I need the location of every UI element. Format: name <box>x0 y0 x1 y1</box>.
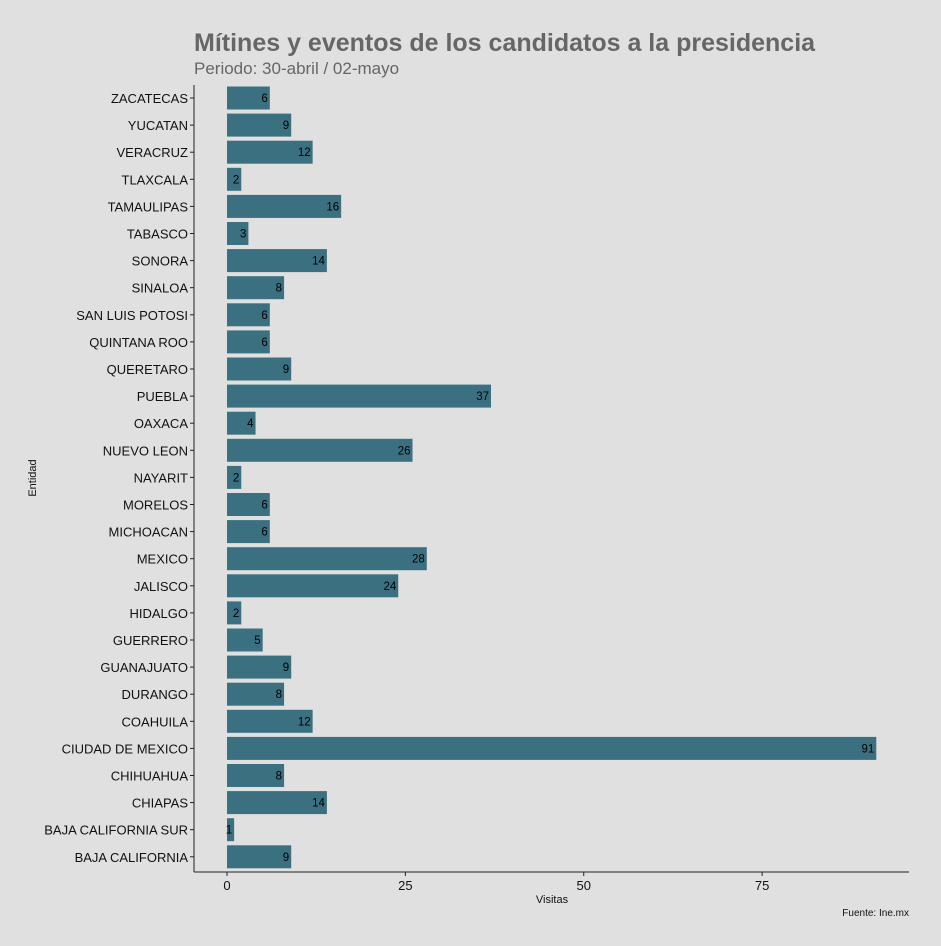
bar-nuevo-leon <box>227 439 413 462</box>
bar-value-label: 5 <box>254 635 260 647</box>
category-label: ZACATECAS <box>111 91 188 106</box>
bar-ciudad-de-mexico <box>227 737 876 760</box>
bar-value-label: 2 <box>233 174 239 186</box>
bar-value-label: 9 <box>283 852 289 864</box>
x-axis-title: Visitas <box>536 894 569 906</box>
bar-baja-california <box>227 845 291 868</box>
bar-value-label: 8 <box>276 771 282 783</box>
bar-value-label: 9 <box>283 120 289 132</box>
bar-value-label: 9 <box>283 662 289 674</box>
bar-value-label: 3 <box>240 229 246 241</box>
x-tick-label: 0 <box>223 878 230 893</box>
chart-title: Mítines y eventos de los candidatos a la… <box>194 29 816 57</box>
chart-subtitle: Periodo: 30-abril / 02-mayo <box>194 59 399 78</box>
category-label: CIUDAD DE MEXICO <box>62 741 188 756</box>
category-label: GUERRERO <box>113 633 188 648</box>
chart-caption: Fuente: Ine.mx <box>842 908 909 919</box>
bar-queretaro <box>227 358 291 381</box>
y-axis-title: Entidad <box>27 459 39 496</box>
category-label: COAHUILA <box>122 714 189 729</box>
category-label: TLAXCALA <box>122 172 189 187</box>
bar-value-label: 6 <box>261 337 267 349</box>
category-label: QUERETARO <box>107 362 188 377</box>
category-label: DURANGO <box>122 687 188 702</box>
bar-value-label: 6 <box>261 93 267 105</box>
bar-value-label: 6 <box>261 527 267 539</box>
category-label: TAMAULIPAS <box>108 199 189 214</box>
bar-value-label: 91 <box>861 743 874 755</box>
category-label: SINALOA <box>132 281 189 296</box>
bar-jalisco <box>227 574 398 597</box>
bar-mexico <box>227 547 427 570</box>
category-labels: ZACATECAS YUCATAN VERACRUZ TLAXCALA TAMAULIP… <box>44 91 194 865</box>
bar-value-label: 26 <box>398 445 411 457</box>
bar-value-label: 8 <box>276 689 282 701</box>
category-label: PUEBLA <box>137 389 189 404</box>
bar-guanajuato <box>227 656 291 679</box>
bar-value-label: 8 <box>276 283 282 295</box>
category-label: OAXACA <box>134 416 189 431</box>
bar-tamaulipas <box>227 195 341 218</box>
category-label: HIDALGO <box>129 606 188 621</box>
category-label: JALISCO <box>134 579 188 594</box>
bar-value-label: 1 <box>226 825 232 837</box>
category-label: VERACRUZ <box>116 145 188 160</box>
category-label: QUINTANA ROO <box>89 335 188 350</box>
category-label: GUANAJUATO <box>100 660 188 675</box>
bar-value-label: 4 <box>247 418 254 430</box>
x-tick-label: 25 <box>398 878 412 893</box>
bar-puebla <box>227 385 491 408</box>
bar-value-label: 24 <box>383 581 396 593</box>
bar-value-label: 14 <box>312 798 325 810</box>
category-label: MEXICO <box>137 552 188 567</box>
category-label: SONORA <box>132 254 189 269</box>
category-label: NUEVO LEON <box>103 443 188 458</box>
bar-value-label: 6 <box>261 310 267 322</box>
x-tick-label: 50 <box>577 878 591 893</box>
category-label: NAYARIT <box>134 470 188 485</box>
category-label: SAN LUIS POTOSI <box>76 308 188 323</box>
category-label: CHIAPAS <box>132 796 188 811</box>
x-tick-label: 75 <box>755 878 769 893</box>
bar-value-label: 6 <box>261 500 267 512</box>
bar-value-label: 2 <box>233 472 239 484</box>
x-axis: 0 25 50 75 <box>223 872 769 893</box>
bar-value-label: 2 <box>233 608 239 620</box>
category-label: TABASCO <box>127 227 188 242</box>
category-label: MICHOACAN <box>109 525 188 540</box>
category-label: BAJA CALIFORNIA <box>75 850 189 865</box>
bar-value-label: 12 <box>298 716 311 728</box>
category-label: MORELOS <box>123 498 188 513</box>
bar-value-label: 12 <box>298 147 311 159</box>
category-label: BAJA CALIFORNIA SUR <box>44 823 188 838</box>
bar-value-label: 16 <box>326 201 339 213</box>
category-label: CHIHUAHUA <box>111 769 189 784</box>
bar-yucatan <box>227 114 291 137</box>
bar-value-label: 37 <box>476 391 489 403</box>
bar-value-label: 9 <box>283 364 289 376</box>
category-label: YUCATAN <box>128 118 188 133</box>
bar-value-label: 14 <box>312 256 325 268</box>
bar-value-label: 28 <box>412 554 425 566</box>
